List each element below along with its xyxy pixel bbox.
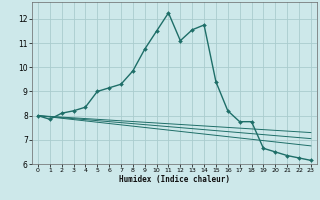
X-axis label: Humidex (Indice chaleur): Humidex (Indice chaleur) <box>119 175 230 184</box>
